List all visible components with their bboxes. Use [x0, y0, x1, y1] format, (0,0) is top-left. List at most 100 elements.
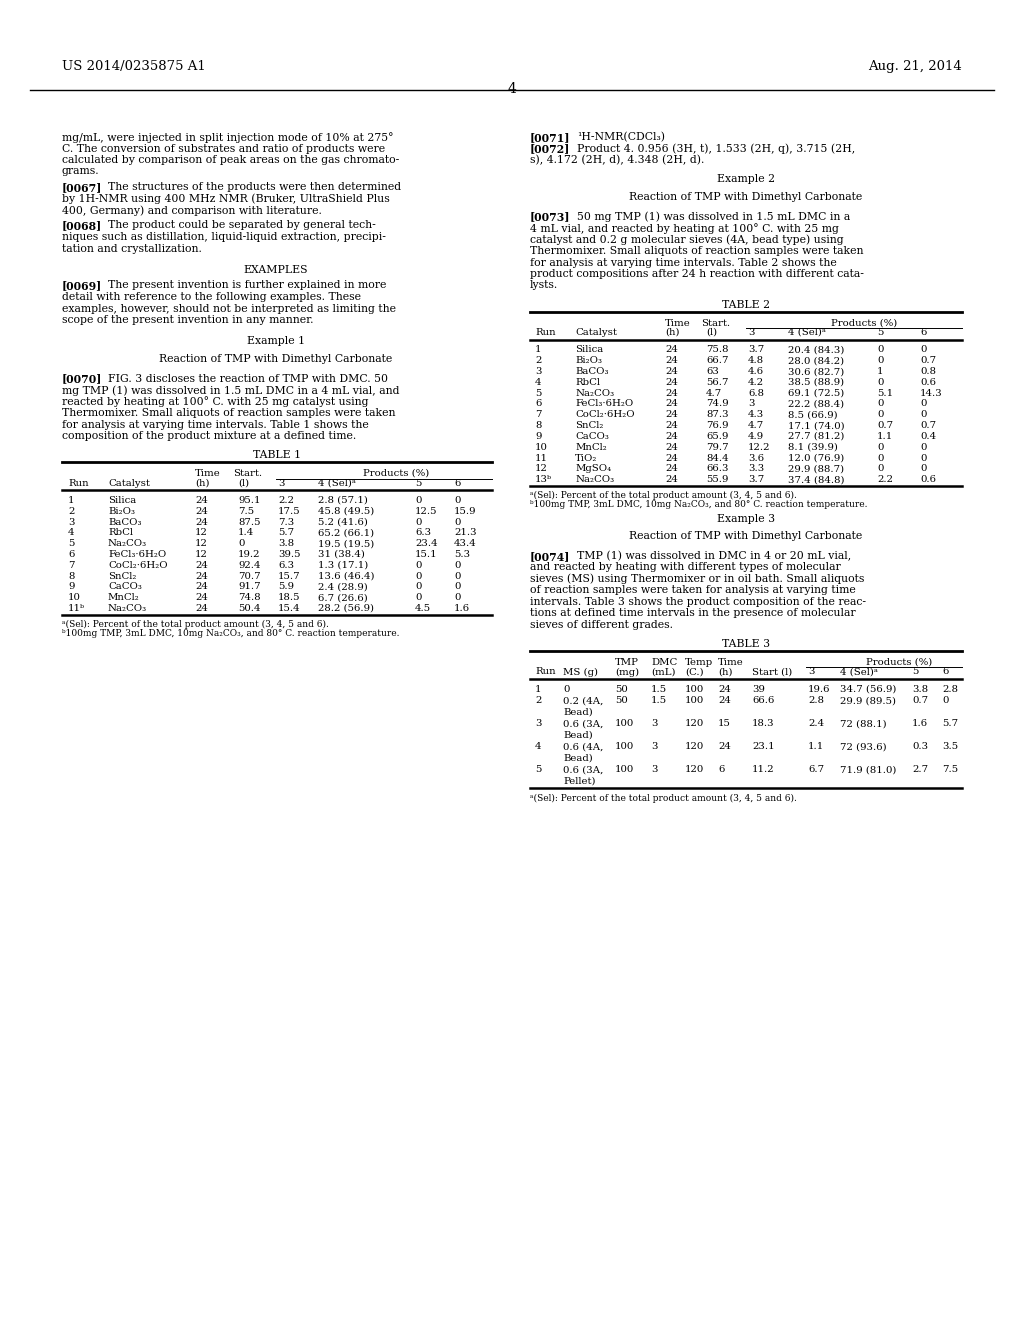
Text: [0071]: [0071]	[530, 132, 570, 143]
Text: 45.8 (49.5): 45.8 (49.5)	[318, 507, 374, 516]
Text: 0: 0	[454, 582, 461, 591]
Text: 24: 24	[665, 356, 678, 366]
Text: 0.6 (3A,: 0.6 (3A,	[563, 766, 603, 775]
Text: and reacted by heating with different types of molecular: and reacted by heating with different ty…	[530, 562, 841, 573]
Text: 0: 0	[454, 572, 461, 581]
Text: 15.4: 15.4	[278, 605, 301, 612]
Text: 56.7: 56.7	[706, 378, 728, 387]
Text: TABLE 2: TABLE 2	[722, 300, 770, 310]
Text: 12: 12	[195, 550, 208, 558]
Text: C. The conversion of substrates and ratio of products were: C. The conversion of substrates and rati…	[62, 144, 385, 153]
Text: 11ᵇ: 11ᵇ	[68, 605, 85, 612]
Text: 1.1: 1.1	[808, 742, 824, 751]
Text: 79.7: 79.7	[706, 442, 729, 451]
Text: 11: 11	[535, 454, 548, 462]
Text: examples, however, should not be interpreted as limiting the: examples, however, should not be interpr…	[62, 304, 396, 314]
Text: 4.9: 4.9	[748, 432, 764, 441]
Text: (mL): (mL)	[651, 668, 676, 676]
Text: Run: Run	[68, 479, 89, 487]
Text: 13.6 (46.4): 13.6 (46.4)	[318, 572, 375, 581]
Text: 3: 3	[808, 668, 814, 676]
Text: Catalyst: Catalyst	[575, 327, 616, 337]
Text: 24: 24	[718, 685, 731, 694]
Text: 95.1: 95.1	[238, 496, 260, 506]
Text: 17.5: 17.5	[278, 507, 301, 516]
Text: 0.4: 0.4	[920, 432, 936, 441]
Text: 0.6 (3A,: 0.6 (3A,	[563, 719, 603, 729]
Text: BaCO₃: BaCO₃	[575, 367, 608, 376]
Text: detail with reference to the following examples. These: detail with reference to the following e…	[62, 292, 361, 302]
Text: ᵇ100mg TMP, 3mL DMC, 10mg Na₂CO₃, and 80° C. reaction temperature.: ᵇ100mg TMP, 3mL DMC, 10mg Na₂CO₃, and 80…	[62, 628, 399, 638]
Text: 0.7: 0.7	[920, 421, 936, 430]
Text: 5: 5	[912, 668, 919, 676]
Text: 4 (Sel)ᵃ: 4 (Sel)ᵃ	[840, 668, 878, 676]
Text: 0: 0	[877, 411, 884, 420]
Text: 3.6: 3.6	[748, 454, 764, 462]
Text: 1.4: 1.4	[238, 528, 254, 537]
Text: 4.7: 4.7	[748, 421, 764, 430]
Text: RbCl: RbCl	[575, 378, 600, 387]
Text: sieves of different grades.: sieves of different grades.	[530, 620, 673, 630]
Text: tation and crystallization.: tation and crystallization.	[62, 243, 202, 253]
Text: FIG. 3 discloses the reaction of TMP with DMC. 50: FIG. 3 discloses the reaction of TMP wit…	[108, 374, 388, 384]
Text: 76.9: 76.9	[706, 421, 728, 430]
Text: [0069]: [0069]	[62, 281, 102, 292]
Text: sieves (MS) using Thermomixer or in oil bath. Small aliquots: sieves (MS) using Thermomixer or in oil …	[530, 574, 864, 585]
Text: Pellet): Pellet)	[563, 777, 596, 785]
Text: 3: 3	[68, 517, 75, 527]
Text: 66.7: 66.7	[706, 356, 728, 366]
Text: 24: 24	[195, 593, 208, 602]
Text: 6.7 (26.6): 6.7 (26.6)	[318, 593, 368, 602]
Text: 7.3: 7.3	[278, 517, 294, 527]
Text: 3.8: 3.8	[278, 539, 294, 548]
Text: 0.6 (4A,: 0.6 (4A,	[563, 742, 603, 751]
Text: 75.8: 75.8	[706, 346, 728, 355]
Text: catalyst and 0.2 g molecular sieves (4A, bead type) using: catalyst and 0.2 g molecular sieves (4A,…	[530, 235, 844, 246]
Text: 27.7 (81.2): 27.7 (81.2)	[788, 432, 845, 441]
Text: 7: 7	[535, 411, 542, 420]
Text: Example 3: Example 3	[717, 513, 775, 524]
Text: 5: 5	[535, 766, 542, 775]
Text: 84.4: 84.4	[706, 454, 729, 462]
Text: Time: Time	[665, 318, 691, 327]
Text: 0: 0	[454, 561, 461, 570]
Text: Time: Time	[718, 657, 743, 667]
Text: 2.8 (57.1): 2.8 (57.1)	[318, 496, 368, 506]
Text: 0: 0	[920, 346, 927, 355]
Text: 1.6: 1.6	[912, 719, 928, 729]
Text: 13ᵇ: 13ᵇ	[535, 475, 552, 484]
Text: Aug. 21, 2014: Aug. 21, 2014	[868, 59, 962, 73]
Text: 38.5 (88.9): 38.5 (88.9)	[788, 378, 844, 387]
Text: 2.2: 2.2	[877, 475, 893, 484]
Text: US 2014/0235875 A1: US 2014/0235875 A1	[62, 59, 206, 73]
Text: calculated by comparison of peak areas on the gas chromato-: calculated by comparison of peak areas o…	[62, 154, 399, 165]
Text: 0: 0	[454, 593, 461, 602]
Text: 24: 24	[665, 465, 678, 474]
Text: 15.1: 15.1	[415, 550, 437, 558]
Text: 0: 0	[877, 400, 884, 408]
Text: 400, Germany) and comparison with literature.: 400, Germany) and comparison with litera…	[62, 205, 322, 215]
Text: 6.7: 6.7	[808, 766, 824, 775]
Text: 20.4 (84.3): 20.4 (84.3)	[788, 346, 845, 355]
Text: 6.3: 6.3	[278, 561, 294, 570]
Text: 24: 24	[195, 561, 208, 570]
Text: 28.2 (56.9): 28.2 (56.9)	[318, 605, 374, 612]
Text: Catalyst: Catalyst	[108, 479, 150, 487]
Text: 3: 3	[651, 742, 657, 751]
Text: 43.4: 43.4	[454, 539, 477, 548]
Text: 66.3: 66.3	[706, 465, 728, 474]
Text: reacted by heating at 100° C. with 25 mg catalyst using: reacted by heating at 100° C. with 25 mg…	[62, 396, 369, 408]
Text: 4: 4	[68, 528, 75, 537]
Text: 1.5: 1.5	[651, 685, 667, 694]
Text: TMP (1) was dissolved in DMC in 4 or 20 mL vial,: TMP (1) was dissolved in DMC in 4 or 20 …	[577, 550, 851, 561]
Text: MnCl₂: MnCl₂	[575, 442, 607, 451]
Text: 39: 39	[752, 685, 765, 694]
Text: BaCO₃: BaCO₃	[108, 517, 141, 527]
Text: 4.6: 4.6	[748, 367, 764, 376]
Text: s), 4.172 (2H, d), 4.348 (2H, d).: s), 4.172 (2H, d), 4.348 (2H, d).	[530, 154, 705, 165]
Text: 24: 24	[718, 742, 731, 751]
Text: FeCl₃·6H₂O: FeCl₃·6H₂O	[108, 550, 166, 558]
Text: 5.7: 5.7	[278, 528, 294, 537]
Text: Bi₂O₃: Bi₂O₃	[108, 507, 135, 516]
Text: ¹H-NMR(CDCl₃): ¹H-NMR(CDCl₃)	[577, 132, 665, 143]
